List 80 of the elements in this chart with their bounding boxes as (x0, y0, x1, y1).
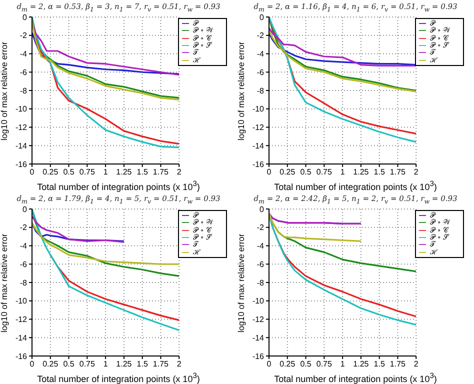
x-tick-label: 1.5 (136, 360, 148, 369)
x-tick-label: 1.75 (390, 168, 406, 177)
y-tick-label: -16 (15, 352, 28, 361)
x-tick-label: 0.75 (316, 168, 332, 177)
y-tick-label: -16 (252, 160, 265, 169)
x-tick-label: 1.25 (116, 360, 132, 369)
x-tick-label: 1.5 (374, 168, 386, 177)
x-axis-title: Total number of integration points (x 10$^{3}$) (273, 370, 438, 384)
x-tick-label: 1.25 (353, 168, 370, 177)
y-tick-label: -16 (15, 160, 28, 169)
y-tick-label: -14 (15, 141, 28, 150)
x-tick-label: 1.75 (152, 360, 170, 369)
y-tick-label: -12 (15, 123, 28, 132)
y-axis-title: log10 of max relative error (236, 42, 246, 140)
x-tick-label: 1.5 (374, 360, 386, 369)
y-tick-label: -16 (252, 352, 265, 361)
y-tick-label: -10 (15, 296, 28, 306)
x-tick-label: 0.5 (300, 168, 312, 177)
y-tick-label: 0 (22, 12, 28, 22)
y-tick-label: -14 (252, 141, 265, 150)
y-axis-title: log10 of max relative error (0, 234, 10, 332)
y-tick-label: -2 (20, 31, 28, 40)
x-tick-label: 2 (176, 360, 182, 369)
y-tick-label: -4 (20, 50, 28, 59)
y-tick-label: 0 (260, 204, 265, 214)
y-tick-label: -2 (256, 223, 265, 232)
x-tick-label: 1 (103, 360, 108, 369)
y-tick-label: -4 (20, 242, 28, 251)
y-tick-label: -2 (20, 223, 28, 232)
x-tick-label: 0.5 (63, 360, 75, 369)
x-tick-label: 0 (30, 360, 35, 369)
x-tick-label: 2 (176, 168, 182, 177)
x-tick-label: 1.25 (353, 360, 370, 369)
x-tick-label: 1 (103, 168, 108, 177)
x-tick-label: 1 (340, 168, 346, 177)
x-tick-label: 0 (266, 168, 272, 177)
x-tick-label: 0.5 (300, 360, 312, 369)
y-tick-label: -6 (20, 260, 28, 269)
x-tick-label: 0.25 (42, 168, 59, 177)
x-tick-label: 2 (414, 360, 419, 369)
y-tick-label: -10 (252, 296, 265, 306)
y-tick-label: -12 (15, 315, 28, 324)
x-tick-label: 1.5 (136, 168, 148, 177)
x-tick-label: 1 (340, 360, 346, 369)
y-tick-label: -4 (256, 242, 265, 251)
x-tick-label: 0.75 (316, 360, 332, 369)
y-tick-label: -14 (252, 333, 265, 342)
x-tick-label: 1.25 (116, 168, 132, 177)
y-tick-label: -6 (20, 68, 28, 77)
y-tick-label: -12 (252, 123, 265, 132)
y-tick-label: -10 (252, 104, 265, 114)
y-tick-label: -2 (256, 31, 265, 40)
x-tick-label: 0.25 (280, 168, 296, 177)
x-axis-title: Total number of integration points (x 10$^{3}$) (36, 370, 201, 384)
x-axis-title: Total number of integration points (x 10$^{3}$) (36, 178, 201, 192)
y-tick-label: -12 (252, 315, 265, 324)
x-tick-label: 0.5 (63, 168, 75, 177)
x-tick-label: 0.25 (280, 360, 296, 369)
y-axis-title: log10 of max relative error (0, 42, 10, 140)
y-tick-label: -14 (15, 333, 28, 342)
y-tick-label: -6 (256, 68, 265, 77)
y-tick-label: 0 (22, 204, 28, 214)
y-tick-label: -8 (256, 278, 265, 288)
y-tick-label: -6 (256, 260, 265, 269)
y-axis-title: log10 of max relative error (236, 234, 246, 332)
y-tick-label: -10 (15, 104, 28, 114)
x-tick-label: 1.75 (152, 168, 170, 177)
x-axis-title: Total number of integration points (x 10$^{3}$) (273, 178, 438, 192)
y-tick-label: -8 (256, 86, 265, 96)
x-tick-label: 2 (414, 168, 419, 177)
y-tick-label: -8 (20, 86, 28, 96)
y-tick-label: -4 (256, 50, 265, 59)
x-tick-label: 0.75 (79, 168, 96, 177)
x-tick-label: 0 (266, 360, 272, 369)
x-tick-label: 0.25 (42, 360, 59, 369)
y-tick-label: -8 (20, 278, 28, 288)
y-tick-label: 0 (260, 12, 265, 22)
x-tick-label: 0 (30, 168, 35, 177)
x-tick-label: 1.75 (390, 360, 406, 369)
x-tick-label: 0.75 (79, 360, 96, 369)
